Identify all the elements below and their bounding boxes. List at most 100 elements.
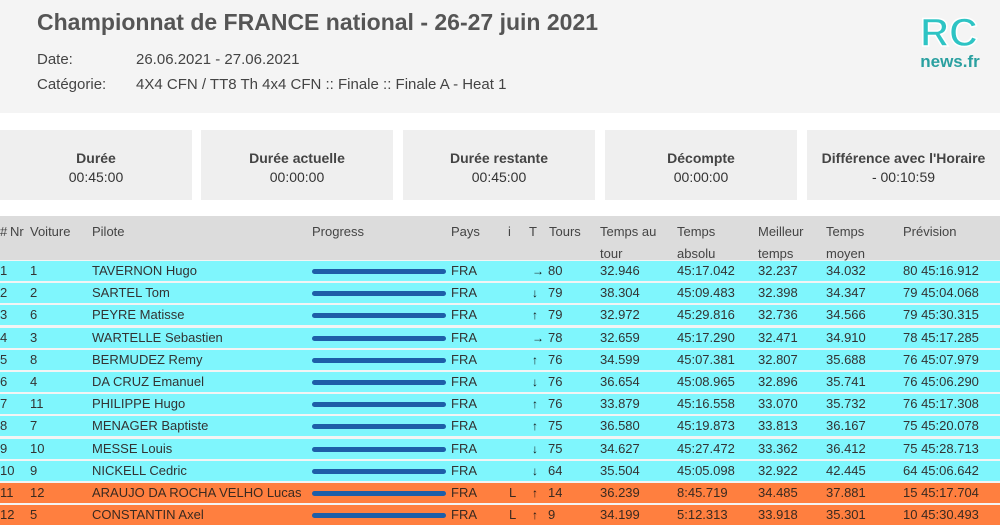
- table-row[interactable]: 6 4 DA CRUZ Emanuel FRA 76 36.654 45:08.965 32.…: [0, 372, 1000, 392]
- card-value: 00:45:00: [471, 169, 527, 185]
- table-row[interactable]: 10 9 NICKELL Cedric FRA 64 35.504 45:05.098 32.…: [0, 460, 1000, 481]
- row-temps-tour: 34.627: [600, 440, 640, 456]
- row-meilleur-temps: 33.070: [758, 396, 798, 412]
- row-voiture: 10: [30, 440, 45, 456]
- row-prevision: 76 45:06.290: [903, 374, 979, 389]
- up-arrow-icon: ↑: [532, 397, 538, 412]
- row-temps-absolu: 45:05.098: [677, 462, 735, 478]
- row-tours: 64: [548, 462, 563, 478]
- row-position: 1: [0, 263, 8, 278]
- card-label: Durée restante: [449, 150, 549, 166]
- progress-bar: [312, 291, 446, 297]
- up-arrow-icon: ↑: [532, 508, 538, 523]
- row-temps-moyen: 37.881: [826, 485, 866, 500]
- col-pos: #: [0, 224, 8, 239]
- col-t: T: [529, 224, 537, 239]
- table-row[interactable]: 5 8 BERMUDEZ Remy FRA 76 34.599 45:07.381 32.80…: [0, 349, 1000, 370]
- row-tours: 80: [548, 263, 563, 278]
- down-arrow-icon: ↓: [532, 286, 538, 301]
- row-position: 8: [0, 418, 8, 434]
- row-temps-tour: 32.659: [600, 329, 640, 345]
- date-label: Date:: [37, 51, 73, 68]
- right-arrow-icon: →: [532, 264, 544, 278]
- row-temps-moyen: 42.445: [826, 462, 866, 478]
- table-row[interactable]: 8 7 MENAGER Baptiste FRA 75 36.580 45:19.873 33…: [0, 416, 1000, 437]
- row-temps-absolu: 5:12.313: [677, 507, 728, 523]
- row-voiture: 12: [30, 485, 45, 500]
- row-pilote: BERMUDEZ Remy: [92, 351, 203, 367]
- row-temps-absolu: 45:08.965: [677, 374, 735, 389]
- col-voiture: Voiture: [30, 224, 71, 239]
- row-tours: 78: [548, 329, 563, 345]
- row-temps-moyen: 35.741: [826, 374, 866, 389]
- row-tours: 79: [548, 285, 563, 301]
- rcnews-logo: RC news.fr: [919, 10, 980, 71]
- row-temps-absolu: 45:17.042: [677, 263, 735, 278]
- col-pays: Pays: [451, 224, 480, 239]
- row-position: 4: [0, 329, 8, 345]
- row-temps-moyen: 35.688: [826, 351, 866, 367]
- table-row[interactable]: 9 10 MESSE Louis FRA 75 34.627 45:27.472 33.362…: [0, 438, 1000, 459]
- table-row[interactable]: 3 6 PEYRE Matisse FRA 79 32.972 45:29.816 32.73…: [0, 305, 1000, 326]
- date-row: Date: 26.06.2021 - 27.06.2021: [37, 51, 299, 68]
- row-meilleur-temps: 32.398: [758, 285, 798, 301]
- row-temps-moyen: 34.032: [826, 263, 866, 278]
- table-row[interactable]: 11 12 ARAUJO DA ROCHA VELHO Lucas FRA L 14 36.…: [0, 483, 1000, 503]
- down-arrow-icon: ↓: [532, 463, 538, 478]
- table-row[interactable]: 12 5 CONSTANTIN Axel FRA L 9 34.199 5:12.313 33.…: [0, 505, 1000, 525]
- table-row[interactable]: 1 1 TAVERNON Hugo FRA 80 32.946 45:17.042 32.23…: [0, 261, 1000, 281]
- row-temps-moyen: 34.910: [826, 329, 866, 345]
- down-arrow-icon: ↓: [532, 441, 538, 456]
- card-duree-restante: Durée restante 00:45:00: [403, 130, 595, 200]
- category-row: Catégorie: 4X4 CFN / TT8 Th 4x4 CFN :: Fi…: [37, 76, 506, 93]
- col-progress: Progress: [312, 224, 365, 239]
- row-temps-tour: 33.879: [600, 396, 640, 412]
- row-temps-moyen: 35.301: [826, 507, 866, 523]
- row-meilleur-temps: 32.471: [758, 329, 798, 345]
- row-voiture: 2: [30, 285, 38, 301]
- row-i: L: [509, 485, 517, 500]
- row-temps-tour: 36.239: [600, 485, 640, 500]
- row-tours: 76: [548, 396, 563, 412]
- row-voiture: 1: [30, 263, 38, 278]
- up-arrow-icon: ↑: [532, 486, 538, 500]
- row-temps-absolu: 45:29.816: [677, 307, 735, 323]
- row-temps-tour: 32.972: [600, 307, 640, 323]
- card-label: Décompte: [667, 150, 735, 166]
- right-arrow-icon: →: [532, 330, 544, 345]
- row-temps-moyen: 34.347: [826, 285, 866, 301]
- row-voiture: 7: [30, 418, 38, 434]
- table-row[interactable]: 7 11 PHILIPPE Hugo FRA 76 33.879 45:16.558 33.0…: [0, 394, 1000, 415]
- row-position: 12: [0, 507, 15, 523]
- row-meilleur-temps: 32.237: [758, 263, 798, 278]
- row-position: 5: [0, 351, 8, 367]
- card-duree-actuelle: Durée actuelle 00:00:00: [201, 130, 393, 200]
- row-meilleur-temps: 33.918: [758, 507, 798, 523]
- row-temps-tour: 36.654: [600, 374, 640, 389]
- progress-bar: [312, 491, 446, 496]
- table-row[interactable]: 2 2 SARTEL Tom FRA 79 38.304 45:09.483 32.398 34…: [0, 283, 1000, 304]
- row-pilote: PHILIPPE Hugo: [92, 396, 186, 412]
- row-voiture: 5: [30, 507, 38, 523]
- col-i: i: [508, 224, 511, 239]
- row-position: 2: [0, 285, 8, 301]
- up-arrow-icon: ↑: [532, 352, 538, 367]
- table-row[interactable]: 4 3 WARTELLE Sebastien FRA 78 32.659 45:17.290…: [0, 327, 1000, 348]
- row-pilote: SARTEL Tom: [92, 285, 170, 301]
- row-voiture: 4: [30, 374, 38, 389]
- progress-bar: [312, 335, 446, 341]
- table-header: # Nr Voiture Pilote Progress Pays i T To…: [0, 216, 1000, 261]
- progress-bar: [312, 313, 446, 319]
- logo-rc-text: RC: [920, 11, 978, 55]
- row-prevision: 75 45:28.713: [903, 440, 979, 456]
- row-meilleur-temps: 32.922: [758, 462, 798, 478]
- progress-bar: [312, 269, 446, 274]
- category-value: 4X4 CFN / TT8 Th 4x4 CFN :: Finale :: Fi…: [136, 76, 507, 93]
- row-temps-tour: 38.304: [600, 285, 640, 301]
- row-pilote: PEYRE Matisse: [92, 307, 185, 323]
- row-temps-absolu: 45:17.290: [677, 329, 735, 345]
- row-pays: FRA: [451, 285, 477, 301]
- col-pilote: Pilote: [92, 224, 125, 239]
- card-label: Durée actuelle: [249, 150, 345, 166]
- row-temps-absolu: 45:16.558: [677, 396, 735, 412]
